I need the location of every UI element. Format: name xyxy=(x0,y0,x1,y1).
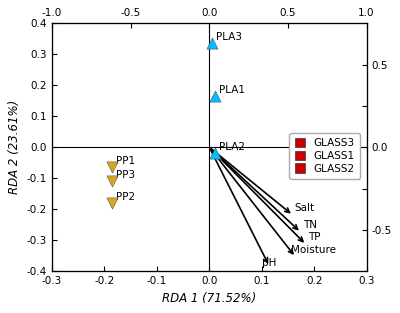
X-axis label: RDA 1 (71.52%): RDA 1 (71.52%) xyxy=(162,292,256,305)
Text: TP: TP xyxy=(308,232,320,242)
Text: PLA2: PLA2 xyxy=(219,142,245,152)
Point xyxy=(211,94,218,99)
Text: TN: TN xyxy=(302,220,316,230)
Text: PLA1: PLA1 xyxy=(219,85,245,95)
Point xyxy=(109,179,116,184)
Legend: GLASS3, GLASS1, GLASS2: GLASS3, GLASS1, GLASS2 xyxy=(290,133,360,179)
Y-axis label: RDA 2 (23.61%): RDA 2 (23.61%) xyxy=(8,100,21,194)
Text: pH: pH xyxy=(262,258,276,268)
Point xyxy=(211,151,218,156)
Text: Salt: Salt xyxy=(294,203,314,213)
Point xyxy=(109,165,116,170)
Text: PP1: PP1 xyxy=(116,156,136,167)
Text: PP3: PP3 xyxy=(116,170,136,180)
Text: PP2: PP2 xyxy=(116,192,136,202)
Point xyxy=(209,41,215,46)
Text: Moisture: Moisture xyxy=(290,244,336,254)
Point xyxy=(109,201,116,206)
Text: PLA3: PLA3 xyxy=(216,33,242,43)
